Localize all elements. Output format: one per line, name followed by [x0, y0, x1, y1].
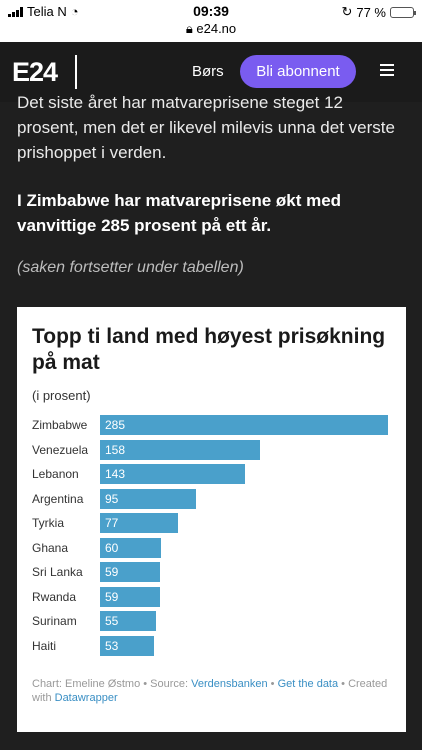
- bar-haiti: [100, 635, 154, 656]
- footer-credit: Chart: Emeline Østmo • Source:: [32, 678, 192, 690]
- footer-created: • Created with: [32, 678, 388, 704]
- carrier-label: Telia N: [27, 4, 67, 19]
- bar-label-ghana: Ghana: [32, 540, 69, 555]
- bar-value-label: 95: [105, 491, 119, 506]
- status-bar: Telia N ◔ 09:39 🔒︎ e24.no ↻ 77 %: [0, 0, 422, 42]
- bar-label-zimbabwe: Zimbabwe: [32, 418, 88, 432]
- lock-icon: 🔒︎: [185, 21, 197, 36]
- battery-percent: 77 %: [356, 4, 386, 20]
- orientation-lock-icon: ↻: [341, 4, 353, 19]
- site-header: E24 Børs Bli abonnent: [0, 42, 422, 102]
- bar-zimbabwe: [100, 415, 388, 435]
- bar-label-surinam: Surinam: [32, 614, 77, 628]
- address-url: e24.no: [196, 21, 237, 36]
- bar-value-label: 59: [105, 589, 119, 604]
- bar-argentina: [100, 488, 196, 509]
- bar-label-lebanon: Lebanon: [32, 467, 79, 481]
- chart-title: Topp ti land med høyest prisøkning på ma…: [32, 325, 386, 374]
- signal-icon: [8, 6, 23, 17]
- logo-divider: [75, 55, 77, 89]
- bar-label-venezuela: Venezuela: [32, 442, 89, 457]
- bar-sri-lanka: [100, 562, 160, 582]
- bar-value-label: 77: [105, 516, 119, 530]
- bar-value-label: 53: [105, 638, 119, 653]
- bar-label-rwanda: Rwanda: [32, 589, 77, 604]
- article-lead-paragraph: I Zimbabwe har matvareprisene økt med va…: [17, 191, 342, 235]
- address-bar[interactable]: 🔒︎ e24.no: [0, 21, 422, 37]
- bar-value-label: 60: [105, 540, 119, 555]
- status-right: ↻ 77 %: [341, 4, 416, 20]
- bar-value-label: 143: [105, 467, 126, 481]
- bar-label-tyrkia: Tyrkia: [32, 516, 65, 530]
- get-data-link[interactable]: Get the data: [277, 678, 339, 690]
- bar-rwanda: [100, 586, 160, 607]
- source-link[interactable]: Verdensbanken: [191, 678, 268, 690]
- logo[interactable]: E24: [12, 57, 58, 87]
- chart-card: Topp ti land med høyest prisøkning på ma…: [17, 307, 406, 732]
- battery-icon: [390, 6, 416, 18]
- bar-value-label: 158: [105, 442, 126, 457]
- bar-value-label: 285: [105, 418, 126, 432]
- status-time: 09:39: [193, 3, 229, 19]
- status-left: Telia N ◔: [8, 4, 79, 19]
- bar-lebanon: [100, 464, 245, 484]
- chart-subtitle: (i prosent): [32, 388, 91, 403]
- bar-tyrkia: [100, 513, 178, 533]
- bar-value-label: 59: [105, 565, 119, 579]
- bar-surinam: [100, 611, 156, 631]
- bar-venezuela: [100, 439, 260, 460]
- wifi-icon: ◔: [70, 4, 79, 19]
- datawrapper-link[interactable]: Datawrapper: [54, 692, 118, 704]
- bar-chart: Zimbabwe 285 Venezuela 158 Lebanon 143 Argenti…: [17, 307, 406, 732]
- nav-bors-link[interactable]: Børs: [192, 63, 224, 80]
- bar-ghana: [100, 537, 161, 558]
- chart-footer: Chart: Emeline Østmo • Source: Verdensba…: [32, 677, 397, 705]
- bar-label-sri-lanka: Sri Lanka: [32, 565, 83, 579]
- menu-icon[interactable]: [380, 64, 394, 76]
- bar-label-haiti: Haiti: [32, 638, 57, 653]
- bar-label-argentina: Argentina: [32, 491, 84, 506]
- article-note: (saken fortsetter under tabellen): [17, 259, 244, 276]
- subscribe-button[interactable]: Bli abonnent: [240, 55, 356, 88]
- footer-separator: •: [267, 678, 278, 690]
- bar-value-label: 55: [105, 614, 119, 628]
- article-paragraph: Det siste året har matvareprisene steget…: [17, 93, 395, 162]
